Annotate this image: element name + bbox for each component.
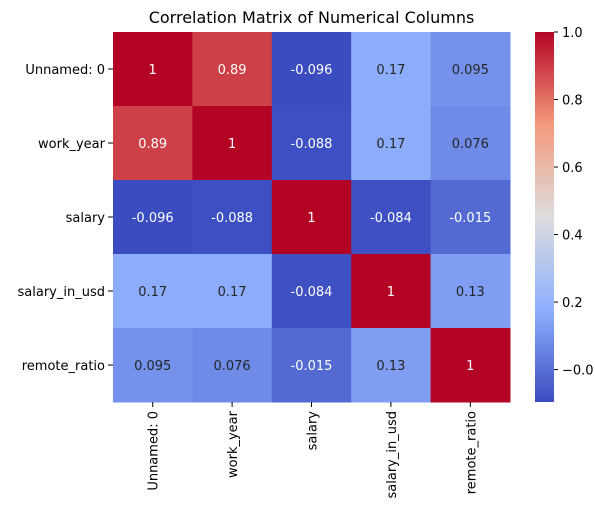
heatmap-cell xyxy=(351,106,432,181)
colorbar-tick-label: 0.6 xyxy=(562,161,583,176)
heatmap-cell xyxy=(351,254,432,329)
heatmap-cell xyxy=(271,32,352,107)
colorbar-tick-label: 1.0 xyxy=(562,26,583,41)
heatmap-cell xyxy=(430,180,511,255)
cell-value-label: -0.015 xyxy=(449,211,491,226)
heatmap-cell xyxy=(192,106,273,181)
cell-value-label: -0.084 xyxy=(291,285,333,300)
column-tick-label: salary xyxy=(306,411,321,451)
cell-value-label: 0.076 xyxy=(452,137,489,152)
row-tick-label: remote_ratio xyxy=(22,359,105,374)
heatmap-cell xyxy=(271,106,352,181)
chart-title: Correlation Matrix of Numerical Columns xyxy=(149,8,475,27)
heatmap-cell xyxy=(113,254,193,329)
heatmap-cell xyxy=(271,254,352,329)
cell-value-label: 0.13 xyxy=(376,359,405,374)
colorbar: −0.0 0.2 0.4 0.6 0.8 1.0 xyxy=(535,26,594,402)
row-tick-label: salary xyxy=(66,211,106,226)
cell-value-label: 1 xyxy=(228,137,236,152)
colorbar-tick-label: 0.4 xyxy=(562,229,583,244)
heatmap-cell xyxy=(351,328,432,403)
colorbar-tick-label: 0.8 xyxy=(562,94,583,109)
cell-value-label: -0.015 xyxy=(291,359,333,374)
heatmap-cell xyxy=(192,328,273,403)
heatmap-cell xyxy=(430,254,511,329)
cell-value-label: 0.076 xyxy=(213,359,250,374)
cell-value-label: -0.096 xyxy=(132,211,174,226)
cell-value-label: 0.17 xyxy=(218,285,247,300)
heatmap-cell xyxy=(351,180,432,255)
heatmap-cell xyxy=(271,180,352,255)
heatmap-cell xyxy=(430,32,511,107)
cell-value-label: 0.89 xyxy=(138,137,167,152)
heatmap-cell xyxy=(192,254,273,329)
column-tick-label: work_year xyxy=(226,410,241,478)
cell-value-label: -0.096 xyxy=(291,63,333,78)
colorbar-tick-label: 0.2 xyxy=(562,296,583,311)
cell-value-label: -0.088 xyxy=(211,211,253,226)
column-tick-labels: Unnamed: 0 work_year salary salary_in_usd re… xyxy=(147,402,479,498)
cell-value-label: 0.89 xyxy=(218,63,247,78)
cell-value-label: 1 xyxy=(307,211,315,226)
heatmap-cell xyxy=(113,328,193,403)
heatmap-cells: 1 0.89 -0.096 0.17 0.095 0.89 1 -0.088 0.17 0.076… xyxy=(113,32,511,403)
cell-value-label: 0.095 xyxy=(452,63,489,78)
cell-value-label: 0.17 xyxy=(138,285,167,300)
heatmap-cell xyxy=(430,328,511,403)
heatmap-cell xyxy=(351,32,432,107)
row-tick-label: work_year xyxy=(38,137,106,152)
column-tick-label: salary_in_usd xyxy=(385,411,400,498)
cell-value-label: 0.17 xyxy=(376,137,405,152)
cell-value-label: -0.088 xyxy=(291,137,333,152)
heatmap-cell xyxy=(113,180,193,255)
colorbar-tick-label: −0.0 xyxy=(562,364,594,379)
cell-value-label: 1 xyxy=(466,359,474,374)
row-tick-label: salary_in_usd xyxy=(18,285,105,300)
heatmap-cell xyxy=(113,32,193,107)
cell-value-label: 1 xyxy=(387,285,395,300)
heatmap-cell xyxy=(192,32,273,107)
heatmap-cell xyxy=(113,106,193,181)
cell-value-label: 1 xyxy=(149,63,157,78)
column-tick-label: remote_ratio xyxy=(464,411,479,494)
colorbar-gradient xyxy=(535,32,554,402)
cell-value-label: 0.095 xyxy=(134,359,171,374)
heatmap-cell xyxy=(192,180,273,255)
cell-value-label: -0.084 xyxy=(370,211,412,226)
heatmap-cell xyxy=(430,106,511,181)
heatmap-cell xyxy=(271,328,352,403)
column-tick-label: Unnamed: 0 xyxy=(147,411,162,491)
cell-value-label: 0.13 xyxy=(456,285,485,300)
cell-value-label: 0.17 xyxy=(376,63,405,78)
row-tick-label: Unnamed: 0 xyxy=(25,63,105,78)
